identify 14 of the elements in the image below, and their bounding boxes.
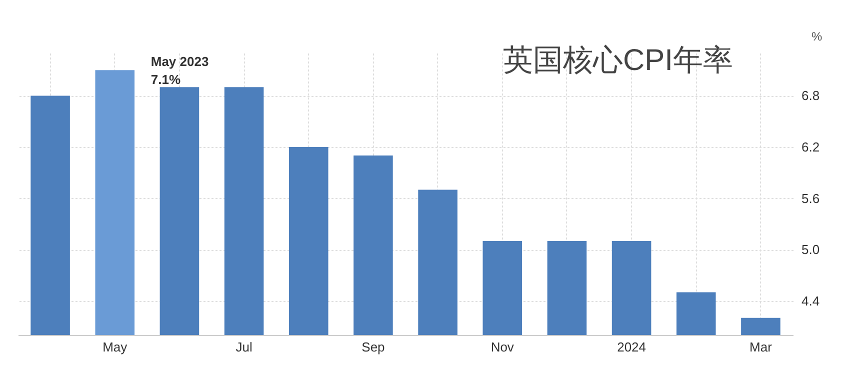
chart-title: 英国核心CPI年率: [502, 44, 734, 77]
y-tick-label: 5.0: [802, 242, 820, 258]
x-tick-label: 2024: [617, 340, 646, 354]
y-tick-label: 6.8: [802, 88, 820, 104]
annotation: May 2023 7.1%: [150, 54, 209, 88]
y-axis-title: %: [812, 30, 822, 44]
x-tick-label: Nov: [490, 340, 514, 354]
x-tick-label: May: [102, 340, 128, 354]
y-tick-label: 5.6: [802, 190, 820, 206]
y-tick-label: 4.4: [802, 293, 820, 308]
x-tick-label: Jul: [236, 340, 252, 354]
x-tick-label: Mar: [750, 340, 773, 354]
x-tick-label: Sep: [362, 340, 385, 354]
y-tick-label: 6.2: [802, 140, 820, 154]
